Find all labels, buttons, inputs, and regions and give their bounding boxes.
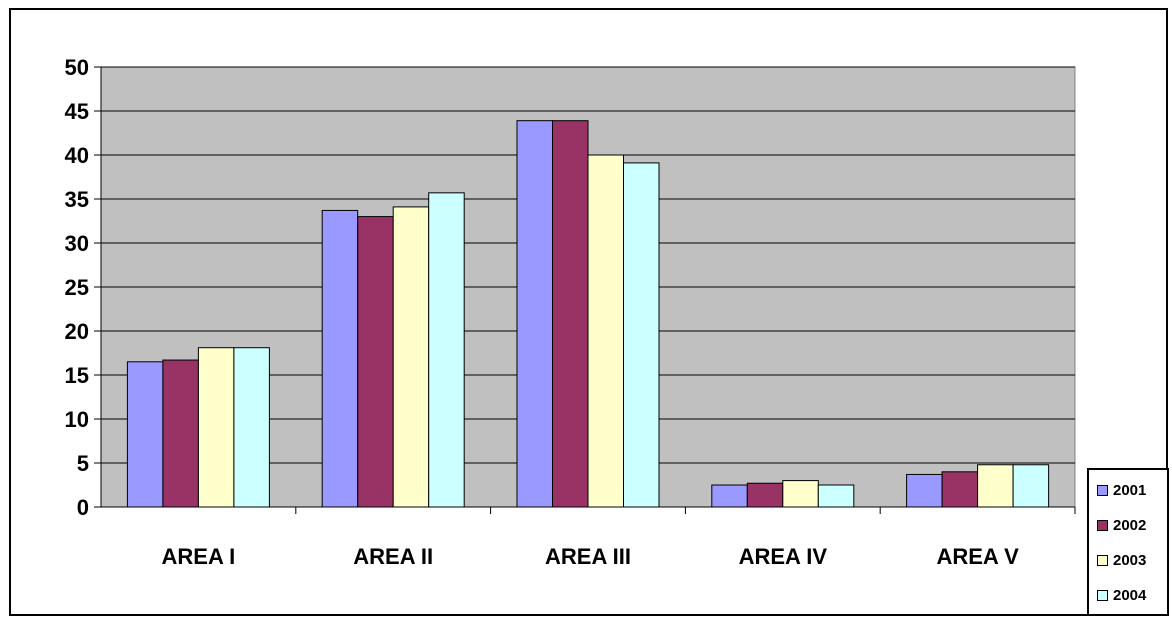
y-tick-label: 30 bbox=[65, 231, 89, 256]
y-tick-label: 20 bbox=[65, 319, 89, 344]
x-tick-label: AREA IV bbox=[739, 544, 828, 569]
x-tick-label: AREA I bbox=[162, 544, 236, 569]
legend-item-2003: 2003 bbox=[1097, 550, 1146, 570]
legend: 2001 2002 2003 2004 bbox=[1087, 468, 1169, 616]
legend-item-2001: 2001 bbox=[1097, 480, 1146, 500]
bar-2004-2 bbox=[428, 192, 465, 508]
bar-2002-2 bbox=[357, 216, 394, 508]
x-tick-label: AREA II bbox=[353, 544, 433, 569]
bar-2002-5 bbox=[941, 471, 979, 508]
bar-2002-3 bbox=[552, 120, 589, 508]
bar-2003-3 bbox=[587, 154, 624, 508]
bar-2001-5 bbox=[906, 473, 943, 508]
legend-swatch bbox=[1097, 519, 1108, 531]
bar-2004-1 bbox=[233, 347, 270, 508]
legend-swatch bbox=[1097, 554, 1108, 566]
y-tick-label: 10 bbox=[65, 407, 89, 432]
y-tick-label: 25 bbox=[65, 275, 89, 300]
legend-item-2002: 2002 bbox=[1097, 515, 1146, 535]
y-tick-label: 5 bbox=[77, 451, 89, 476]
bar-2004-3 bbox=[623, 162, 660, 508]
x-tick-label: AREA V bbox=[936, 544, 1019, 569]
legend-label: 2002 bbox=[1113, 516, 1147, 534]
bar-2003-5 bbox=[977, 464, 1014, 508]
bar-2003-2 bbox=[392, 206, 430, 508]
legend-swatch bbox=[1097, 484, 1108, 496]
bar-2003-1 bbox=[197, 347, 235, 508]
legend-swatch bbox=[1097, 589, 1108, 601]
legend-label: 2001 bbox=[1113, 481, 1147, 499]
y-tick-label: 35 bbox=[65, 187, 89, 212]
bar-2001-4 bbox=[711, 484, 748, 508]
y-tick-label: 45 bbox=[65, 99, 89, 124]
bar-2002-4 bbox=[746, 482, 784, 508]
y-tick-label: 0 bbox=[77, 495, 89, 520]
legend-item-2004: 2004 bbox=[1097, 585, 1146, 605]
bar-2004-4 bbox=[817, 484, 855, 508]
y-tick-label: 15 bbox=[65, 363, 89, 388]
bar-2001-3 bbox=[516, 120, 553, 508]
axes: 0 5 10 15 20 25 30 35 40 45 50 AREA I AREA II AREA II… bbox=[65, 55, 1076, 569]
bar-2001-2 bbox=[321, 209, 359, 508]
x-tick-label: AREA III bbox=[545, 544, 631, 569]
y-tick-label: 50 bbox=[65, 55, 89, 80]
bar-2004-5 bbox=[1012, 464, 1050, 508]
y-tick-label: 40 bbox=[65, 143, 89, 168]
bar-2002-1 bbox=[162, 359, 199, 508]
bar-2001-1 bbox=[126, 361, 164, 508]
legend-label: 2004 bbox=[1113, 586, 1147, 604]
bar-2003-4 bbox=[782, 480, 819, 508]
legend-label: 2003 bbox=[1113, 551, 1147, 569]
